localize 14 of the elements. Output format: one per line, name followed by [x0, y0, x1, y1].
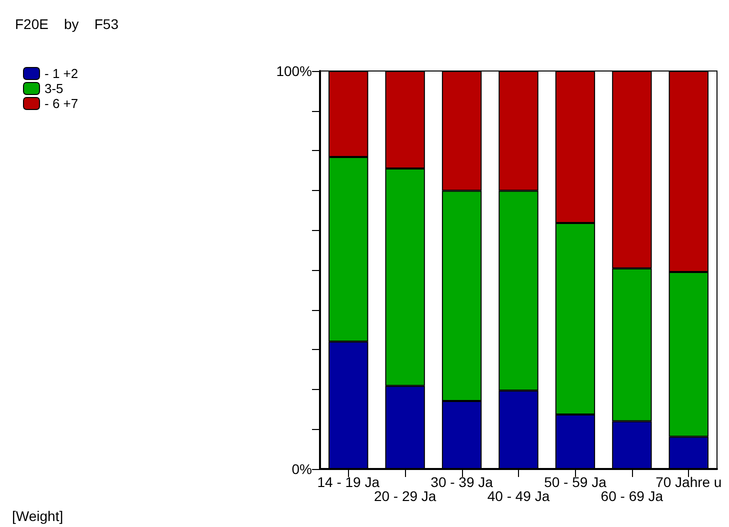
x-tick-label: 70 Jahre u — [656, 474, 722, 490]
legend-label: - 6 +7 — [44, 96, 78, 111]
x-tick-label: 20 - 29 Ja — [374, 488, 436, 504]
y-tick-label: 0% — [292, 461, 312, 477]
x-tick-label: 14 - 19 Ja — [317, 474, 380, 490]
x-tick-label: 50 - 59 Ja — [544, 474, 607, 490]
y-tick-label: 100% — [276, 63, 312, 79]
text: F20E by F53 — [15, 16, 119, 32]
text: [Weight] — [12, 508, 64, 524]
x-tick-label: 40 - 49 Ja — [487, 488, 550, 504]
x-tick-label: 30 - 39 Ja — [430, 474, 494, 490]
legend-label: 3-5 — [44, 81, 64, 96]
legend-label: - 1 +2 — [44, 66, 78, 81]
x-tick-label: 60 - 69 Ja — [600, 488, 664, 504]
